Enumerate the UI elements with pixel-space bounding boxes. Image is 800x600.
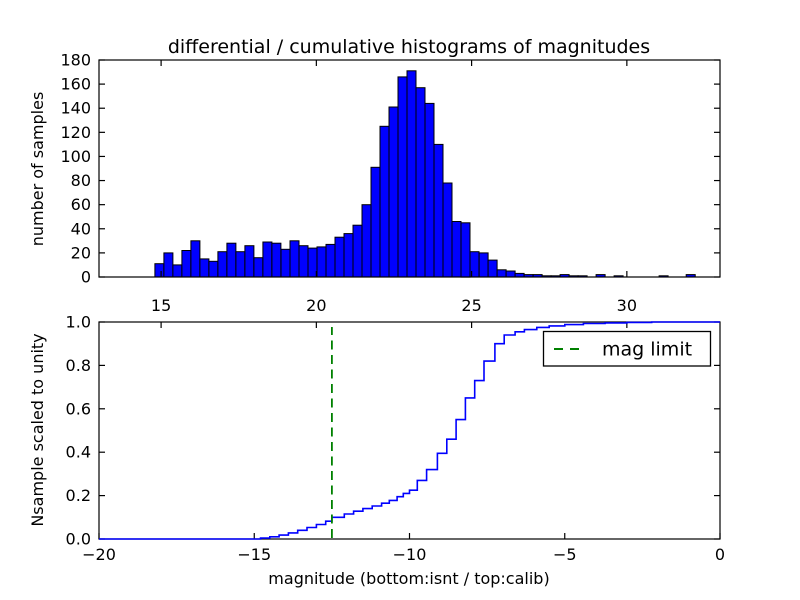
histogram-bar	[209, 261, 218, 277]
x-axis-label: magnitude (bottom:isnt / top:calib)	[268, 569, 549, 588]
y-tick-label: 20	[71, 243, 91, 262]
histogram-bar	[506, 271, 515, 277]
y-tick-label: 60	[71, 195, 91, 214]
y-tick-label: 160	[60, 75, 91, 94]
histogram-bar	[245, 246, 254, 277]
histogram-bar	[290, 241, 299, 277]
histogram-bar	[200, 259, 209, 277]
histogram-bar	[263, 242, 272, 277]
histogram-bar	[425, 103, 434, 277]
histogram-bar	[281, 249, 290, 277]
calib-tick-label: 15	[151, 296, 171, 315]
x-tick-label: −20	[82, 545, 116, 564]
histogram-bar	[416, 88, 425, 277]
histogram-bar	[407, 71, 416, 277]
histogram-bar	[389, 107, 398, 277]
y-tick-label: 0.2	[66, 486, 91, 505]
y-tick-label: 0.6	[66, 399, 91, 418]
histogram-bar	[173, 265, 182, 277]
y-tick-label: 180	[60, 51, 91, 70]
histogram-bar	[227, 243, 236, 277]
histogram-bar	[326, 244, 335, 277]
x-tick-label: −15	[237, 545, 271, 564]
histogram-bar	[191, 241, 200, 277]
histogram-bar	[308, 248, 317, 277]
histogram-bar	[443, 183, 452, 277]
top-histogram-axes: 0 20 40 60 80 100 120 140 160 180 differential / …	[28, 36, 720, 287]
y-tick-label: 140	[60, 99, 91, 118]
calib-tick-label: 30	[617, 296, 637, 315]
y-tick-label: 0.4	[66, 443, 91, 462]
histogram-bar	[218, 252, 227, 277]
y-tick-label: 1.0	[66, 313, 91, 332]
histogram-bar	[344, 234, 353, 277]
histogram-bar	[353, 225, 362, 277]
histogram-bar	[398, 77, 407, 277]
chart-canvas: 0 20 40 60 80 100 120 140 160 180 differential / …	[0, 0, 800, 600]
histogram-bar	[497, 270, 506, 277]
histogram-bar	[335, 237, 344, 277]
histogram-bar	[254, 258, 263, 277]
x-tick-label: −5	[553, 545, 577, 564]
histogram-bars	[155, 71, 695, 277]
histogram-bar	[371, 167, 380, 277]
histogram-bar	[155, 264, 164, 277]
y-tick-label: 0.8	[66, 356, 91, 375]
bottom-cumulative-axes: 0.00.20.40.60.81.0−20−15−10−5015202530 N…	[28, 296, 725, 588]
histogram-bar	[452, 222, 461, 278]
histogram-bar	[299, 246, 308, 277]
histogram-bar	[434, 144, 443, 277]
figure-window: 0 20 40 60 80 100 120 140 160 180 differential / …	[0, 0, 800, 600]
chart-title: differential / cumulative histograms of …	[168, 36, 650, 58]
histogram-bar	[182, 251, 191, 278]
x-tick-label: 0	[715, 545, 725, 564]
histogram-bar	[488, 260, 497, 277]
top-y-axis-label: number of samples	[28, 92, 47, 247]
y-tick-label: 100	[60, 147, 91, 166]
histogram-bar	[461, 223, 470, 277]
histogram-bar	[164, 253, 173, 277]
histogram-bar	[272, 243, 281, 277]
y-tick-label: 0	[81, 268, 91, 287]
y-tick-label: 120	[60, 123, 91, 142]
histogram-bar	[362, 205, 371, 277]
y-tick-label: 40	[71, 219, 91, 238]
calib-tick-label: 20	[306, 296, 326, 315]
y-tick-label: 80	[71, 171, 91, 190]
x-tick-label: −10	[393, 545, 427, 564]
legend-box: mag limit	[544, 332, 711, 367]
legend-label: mag limit	[602, 339, 692, 361]
histogram-bar	[380, 126, 389, 277]
histogram-bar	[317, 247, 326, 277]
calib-tick-label: 25	[461, 296, 481, 315]
bottom-y-axis-label: Nsample scaled to unity	[28, 333, 47, 526]
histogram-bar	[236, 252, 245, 277]
histogram-bar	[479, 253, 488, 277]
